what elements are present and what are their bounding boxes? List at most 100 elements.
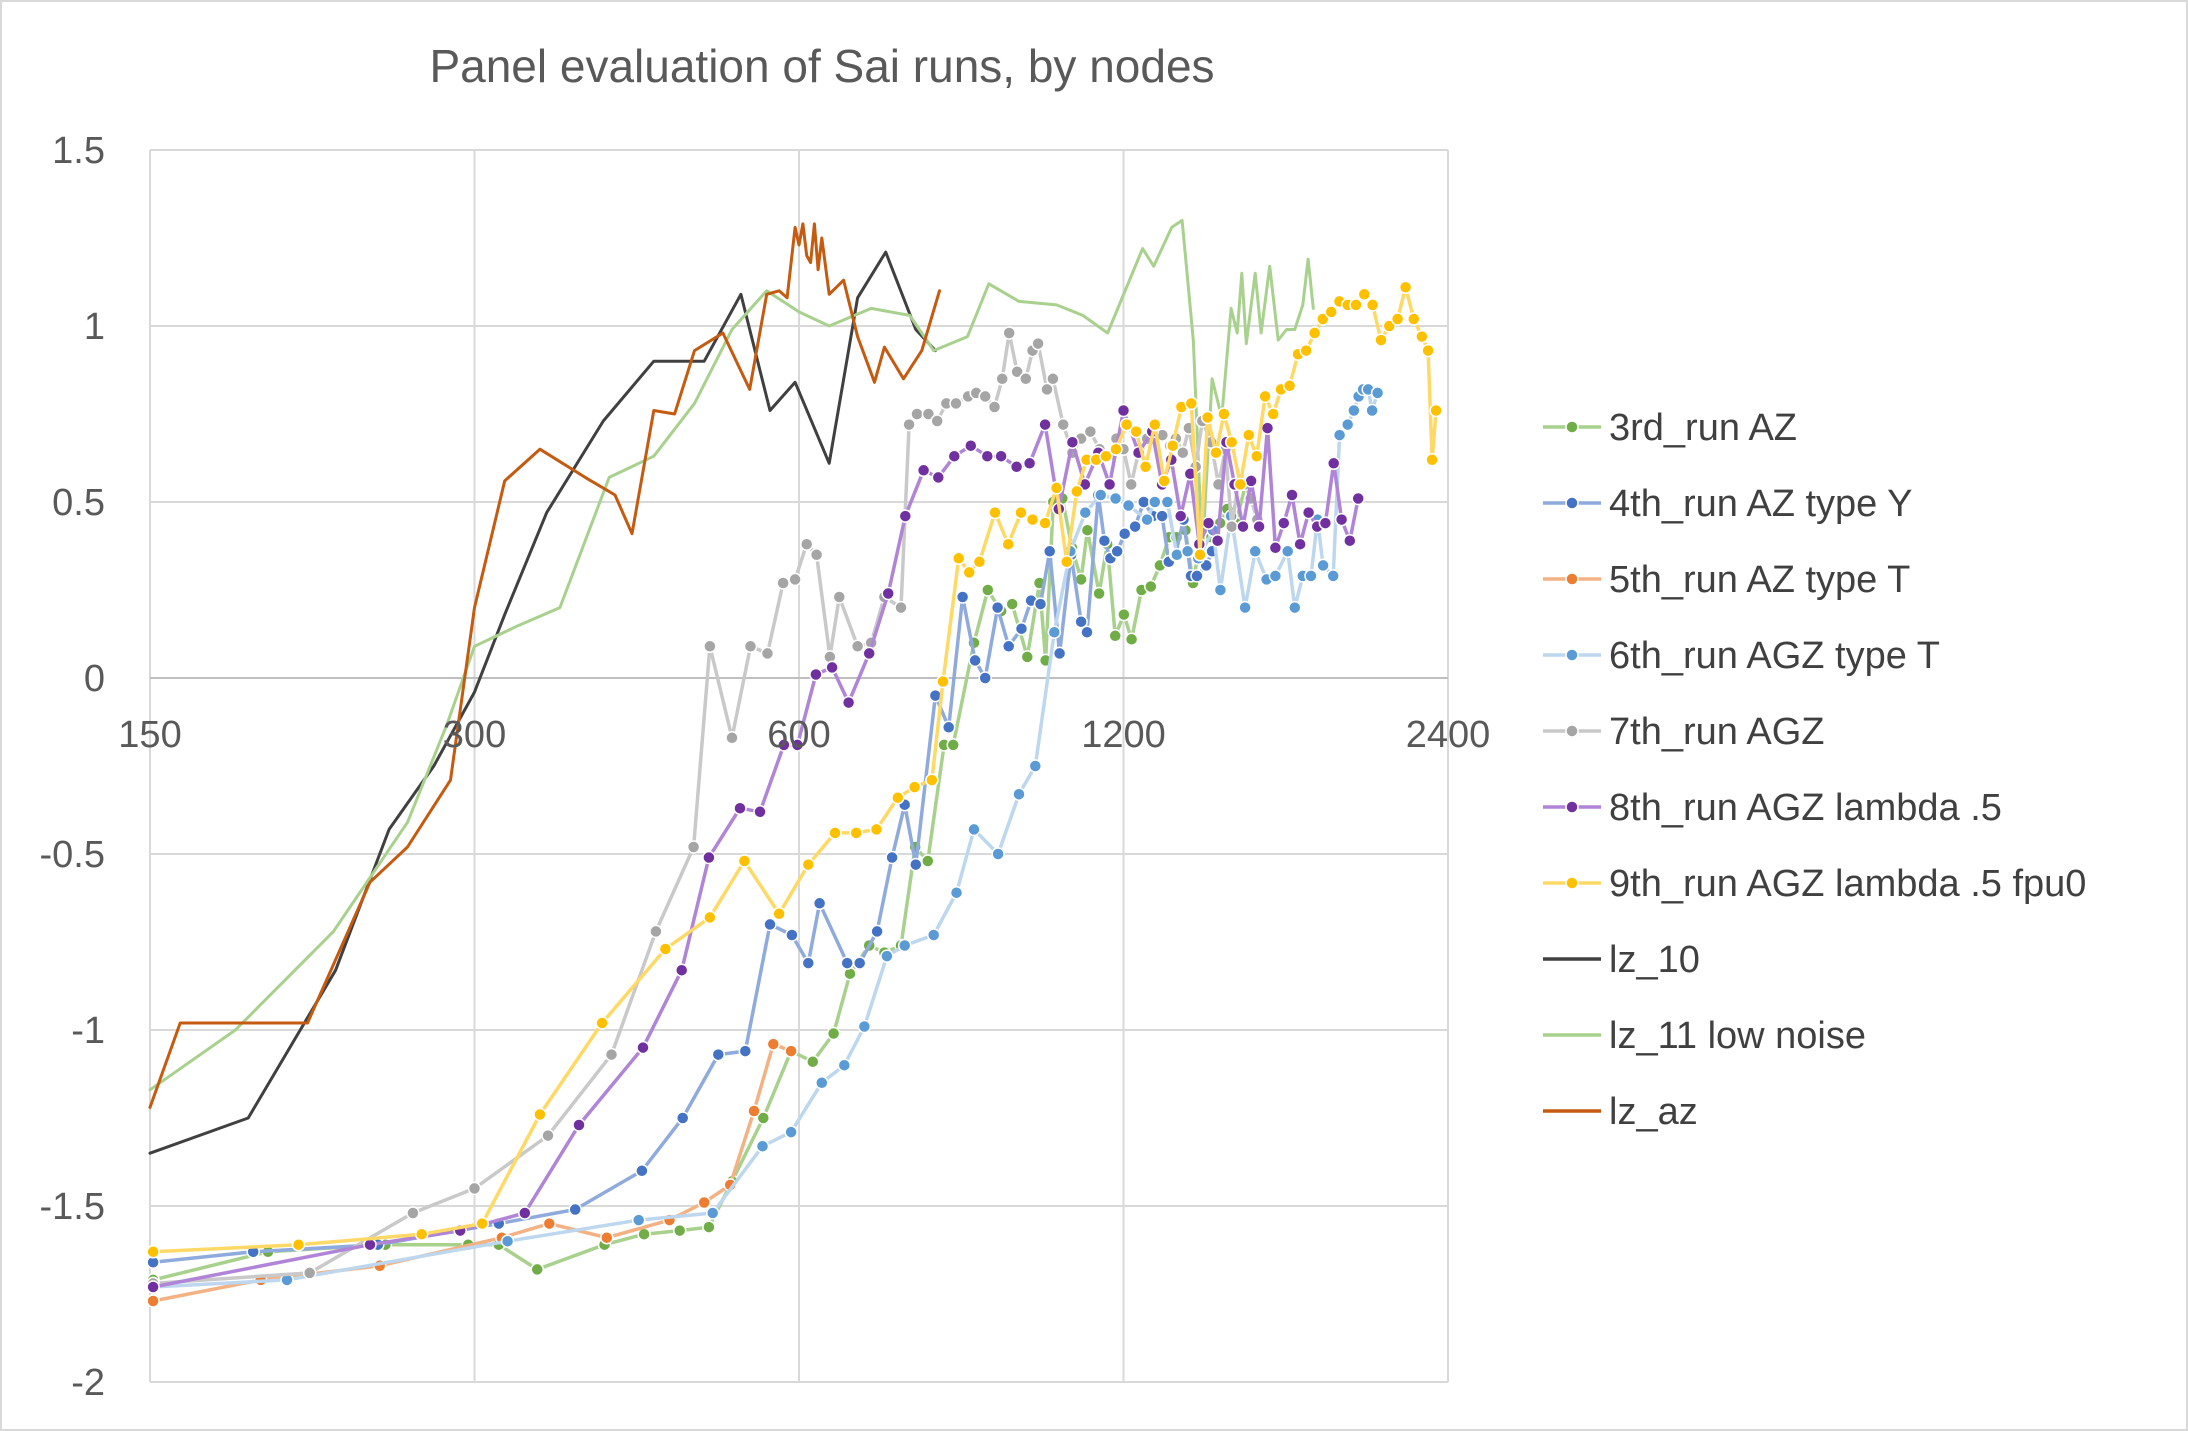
- data-point: [897, 938, 912, 953]
- data-point: [1092, 586, 1106, 601]
- data-point: [1351, 491, 1365, 506]
- data-point: [1201, 516, 1216, 530]
- data-point: [572, 1118, 586, 1132]
- data-point: [994, 449, 1008, 463]
- data-point: [852, 956, 867, 970]
- legend-marker: [1565, 496, 1579, 510]
- data-point: [747, 1104, 761, 1118]
- data-point: [753, 805, 767, 819]
- data-point: [636, 1040, 650, 1055]
- data-point: [1318, 516, 1333, 530]
- data-point: [1425, 453, 1439, 467]
- data-point: [1252, 519, 1266, 534]
- data-point: [1415, 329, 1429, 344]
- legend-marker: [1565, 876, 1579, 890]
- data-point: [518, 1206, 532, 1220]
- data-point: [1001, 639, 1016, 654]
- data-point: [649, 924, 663, 939]
- data-point: [1268, 569, 1283, 583]
- legend-marker: [1565, 648, 1579, 662]
- data-point: [1241, 428, 1256, 442]
- data-point: [1078, 505, 1093, 520]
- data-point: [1200, 410, 1215, 425]
- series-line: [148, 250, 937, 1155]
- data-point: [1301, 505, 1316, 520]
- data-point: [1080, 523, 1095, 537]
- data-point: [1343, 533, 1357, 548]
- data-point: [1233, 477, 1248, 492]
- data-point: [1238, 600, 1252, 615]
- data-point: [475, 1216, 489, 1231]
- legend-item-9th-run-agz-lambda-5-fpu0: 9th_run AGZ lambda .5 fpu0: [1543, 863, 2086, 905]
- data-point: [784, 1044, 798, 1058]
- data-point: [1056, 417, 1070, 432]
- data-point: [755, 1139, 770, 1153]
- data-point: [146, 1294, 160, 1308]
- x-tick-label: 150: [118, 714, 181, 756]
- y-tick-label: -2: [71, 1362, 105, 1404]
- data-point: [414, 1227, 429, 1241]
- legend-marker: [1565, 420, 1579, 434]
- data-point: [978, 671, 992, 685]
- data-point: [1365, 403, 1379, 418]
- data-point: [1083, 424, 1098, 439]
- data-point: [530, 1262, 544, 1277]
- data-point: [995, 372, 1009, 386]
- data-point: [1108, 491, 1123, 506]
- data-point: [635, 1164, 649, 1178]
- data-point: [947, 449, 962, 463]
- data-point: [1138, 460, 1153, 474]
- data-point: [743, 639, 758, 654]
- data-point: [1009, 460, 1024, 474]
- data-point: [703, 639, 717, 654]
- data-point: [1316, 558, 1330, 573]
- data-point: [738, 1044, 753, 1058]
- data-point: [533, 1107, 547, 1122]
- data-point: [737, 854, 752, 868]
- data-point: [891, 790, 905, 805]
- legend-label: lz_az: [1609, 1091, 1698, 1133]
- legend-marker: [1565, 572, 1579, 586]
- data-point: [1128, 519, 1142, 534]
- legend-item-lz-11-low-noise: lz_11 low noise: [1543, 1015, 1866, 1057]
- data-point: [1332, 428, 1347, 442]
- data-point: [1140, 512, 1154, 527]
- x-tick-label: 600: [767, 714, 830, 756]
- data-point: [1014, 505, 1028, 520]
- data-point: [1052, 646, 1067, 661]
- data-point: [990, 600, 1005, 615]
- axis-labels: 1.5 1 0.5 0 -0.5 -1 -1.5 -2 150 300 600 1200 2400: [40, 130, 1491, 1404]
- data-point: [1110, 544, 1124, 559]
- data-point: [1116, 403, 1131, 418]
- series-line: [148, 218, 1315, 1092]
- data-point: [1407, 312, 1421, 326]
- data-point: [1165, 438, 1180, 453]
- data-point: [1148, 417, 1162, 432]
- series-lz-10: [148, 250, 937, 1155]
- data-point: [1209, 445, 1223, 460]
- data-point: [542, 1216, 557, 1231]
- data-point: [302, 1266, 317, 1280]
- data-point: [1224, 435, 1239, 449]
- data-point: [1258, 389, 1272, 404]
- legend-item-3rd-run-az: 3rd_run AZ: [1543, 407, 1797, 449]
- data-point: [711, 1047, 726, 1062]
- data-point: [1109, 442, 1123, 456]
- series-8th-run-agz-lambda-5: [146, 403, 1365, 1294]
- data-point: [1046, 372, 1060, 386]
- data-point: [1324, 305, 1338, 319]
- data-point: [825, 660, 839, 675]
- data-point: [910, 407, 924, 421]
- data-point: [1129, 424, 1143, 439]
- data-point: [760, 646, 775, 661]
- data-point: [1124, 632, 1139, 647]
- data-point: [968, 653, 982, 668]
- data-point: [1080, 625, 1094, 639]
- data-point: [1176, 445, 1190, 460]
- data-point: [1014, 621, 1029, 636]
- data-point: [702, 1220, 716, 1234]
- data-point: [1429, 403, 1443, 418]
- data-point: [1010, 365, 1024, 379]
- data-point: [1249, 449, 1264, 463]
- data-point: [1097, 533, 1112, 548]
